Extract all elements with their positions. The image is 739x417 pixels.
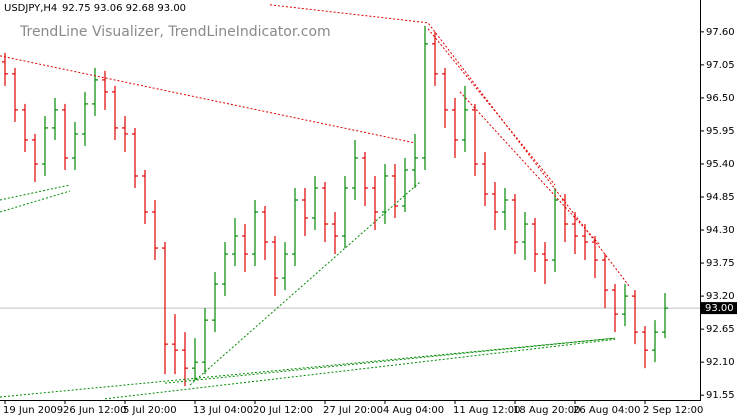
quote: 92.75 93.06 92.68 93.00 [62,3,186,14]
y-tick-label: 94.85 [706,192,735,203]
x-tick-label: 4 Aug 04:00 [383,405,444,416]
x-tick-label: 26 Jun 12:00 [63,405,127,416]
x-tick-label: 2 Sep 12:00 [643,405,703,416]
x-tick-label: 27 Jul 20:00 [323,405,383,416]
x-tick-label: 5 Jul 20:00 [123,405,177,416]
trendline [189,181,421,386]
x-tick-label: 19 Jun 2009 [3,405,63,416]
x-tick-label: 11 Aug 12:00 [453,405,520,416]
watermark: TrendLine Visualizer, TrendLineIndicator… [19,24,331,40]
trendline [0,55,416,144]
y-tick-label: 96.50 [706,93,735,104]
y-tick-label: 94.30 [706,225,735,236]
y-tick-label: 92.10 [706,357,735,368]
y-tick-label: 93.75 [706,258,735,269]
current-price-box [701,302,737,315]
x-tick-label: 18 Aug 20:00 [513,405,580,416]
y-tick-label: 93.20 [706,291,735,302]
trendline [104,338,616,400]
y-tick-label: 97.05 [706,60,735,71]
trendline [164,337,616,384]
x-tick-label: 20 Jul 12:00 [253,405,313,416]
trendline [427,28,556,186]
current-price-label: 93.00 [705,303,734,314]
y-tick-label: 95.40 [706,159,735,170]
y-tick-label: 95.95 [706,126,735,137]
y-tick-label: 92.65 [706,324,735,335]
trendline [459,91,601,246]
trendline [269,4,631,288]
x-tick-label: 13 Jul 04:00 [193,405,253,416]
trendline [0,190,71,213]
chart-title: USDJPY,H4 [4,3,57,14]
x-tick-label: 26 Aug 04:00 [573,405,640,416]
y-tick-label: 97.60 [706,27,735,38]
y-tick-label: 91.55 [706,390,735,401]
trendline [0,337,616,398]
